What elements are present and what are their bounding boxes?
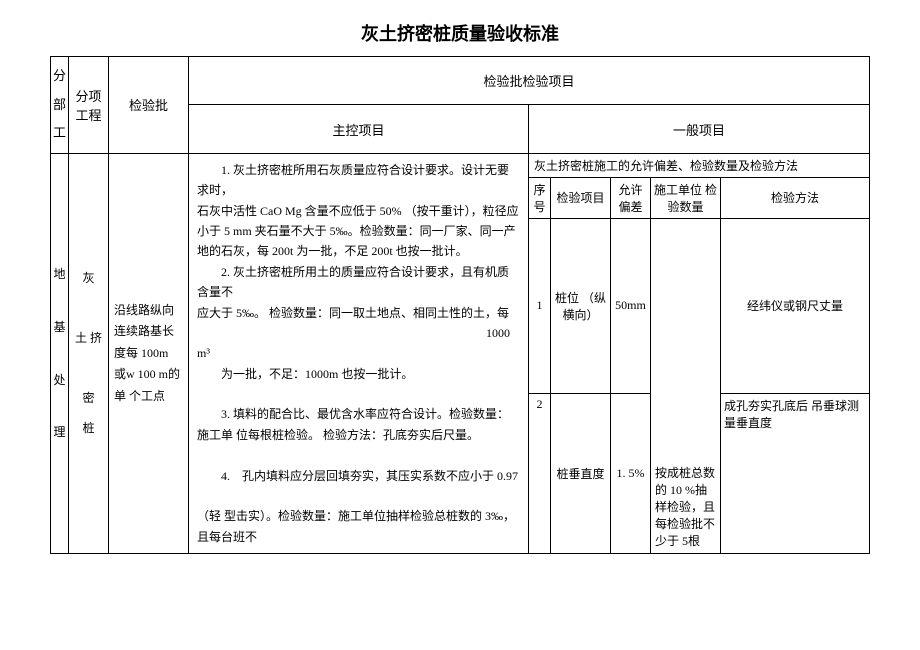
rt-r1-item: 桩位 （纵横向） bbox=[551, 218, 611, 393]
rt-r2-tol: 1. 5% bbox=[611, 394, 651, 554]
rt-r1-tol: 50mm bbox=[611, 218, 651, 393]
rt-r1-seq: 1 bbox=[529, 218, 551, 393]
main-table: 分部工 分项工程 检验批 检验批检验项目 主控项目 一般项目 地基处理 灰土 挤… bbox=[50, 56, 870, 554]
page-title: 灰土挤密桩质量验收标准 bbox=[50, 20, 870, 46]
col-section-header: 分部工 bbox=[51, 57, 69, 154]
section-label: 地基处理 bbox=[51, 153, 69, 553]
rt-col-method: 检验方法 bbox=[721, 177, 870, 218]
main-control-content: 1. 灰土挤密桩所用石灰质量应符合设计要求。设计无要求时， 石灰中活性 CaO … bbox=[189, 153, 529, 553]
col-general-header: 一般项目 bbox=[529, 105, 870, 153]
rt-col-item: 检验项目 bbox=[551, 177, 611, 218]
batch-label: 沿线路纵向连续路基长度每 100m 或w 100 m的单 个工点 bbox=[109, 153, 189, 553]
rt-r1-method: 经纬仪或钢尺丈量 bbox=[721, 218, 870, 393]
subproject-label: 灰土 挤密桩 bbox=[69, 153, 109, 553]
rt-qty-shared: 按成桩总数的 10 %抽样检验，且每检验批不少于 5根 bbox=[651, 218, 721, 553]
rt-col-tolerance: 允许偏差 bbox=[611, 177, 651, 218]
rt-col-qty: 施工单位 检验数量 bbox=[651, 177, 721, 218]
rt-r2-method: 成孔夯实孔底后 吊垂球测量垂直度 bbox=[721, 394, 870, 554]
rt-col-seq: 序号 bbox=[529, 177, 551, 218]
col-batch-header: 检验批 bbox=[109, 57, 189, 154]
col-subproject-header: 分项工程 bbox=[69, 57, 109, 154]
rt-r2-item: 桩垂直度 bbox=[551, 394, 611, 554]
right-table-title: 灰土挤密桩施工的允许偏差、检验数量及检验方法 bbox=[529, 153, 870, 177]
col-batchitems-header: 检验批检验项目 bbox=[189, 57, 870, 105]
rt-r2-seq: 2 bbox=[529, 394, 551, 554]
col-maincontrol-header: 主控项目 bbox=[189, 105, 529, 153]
